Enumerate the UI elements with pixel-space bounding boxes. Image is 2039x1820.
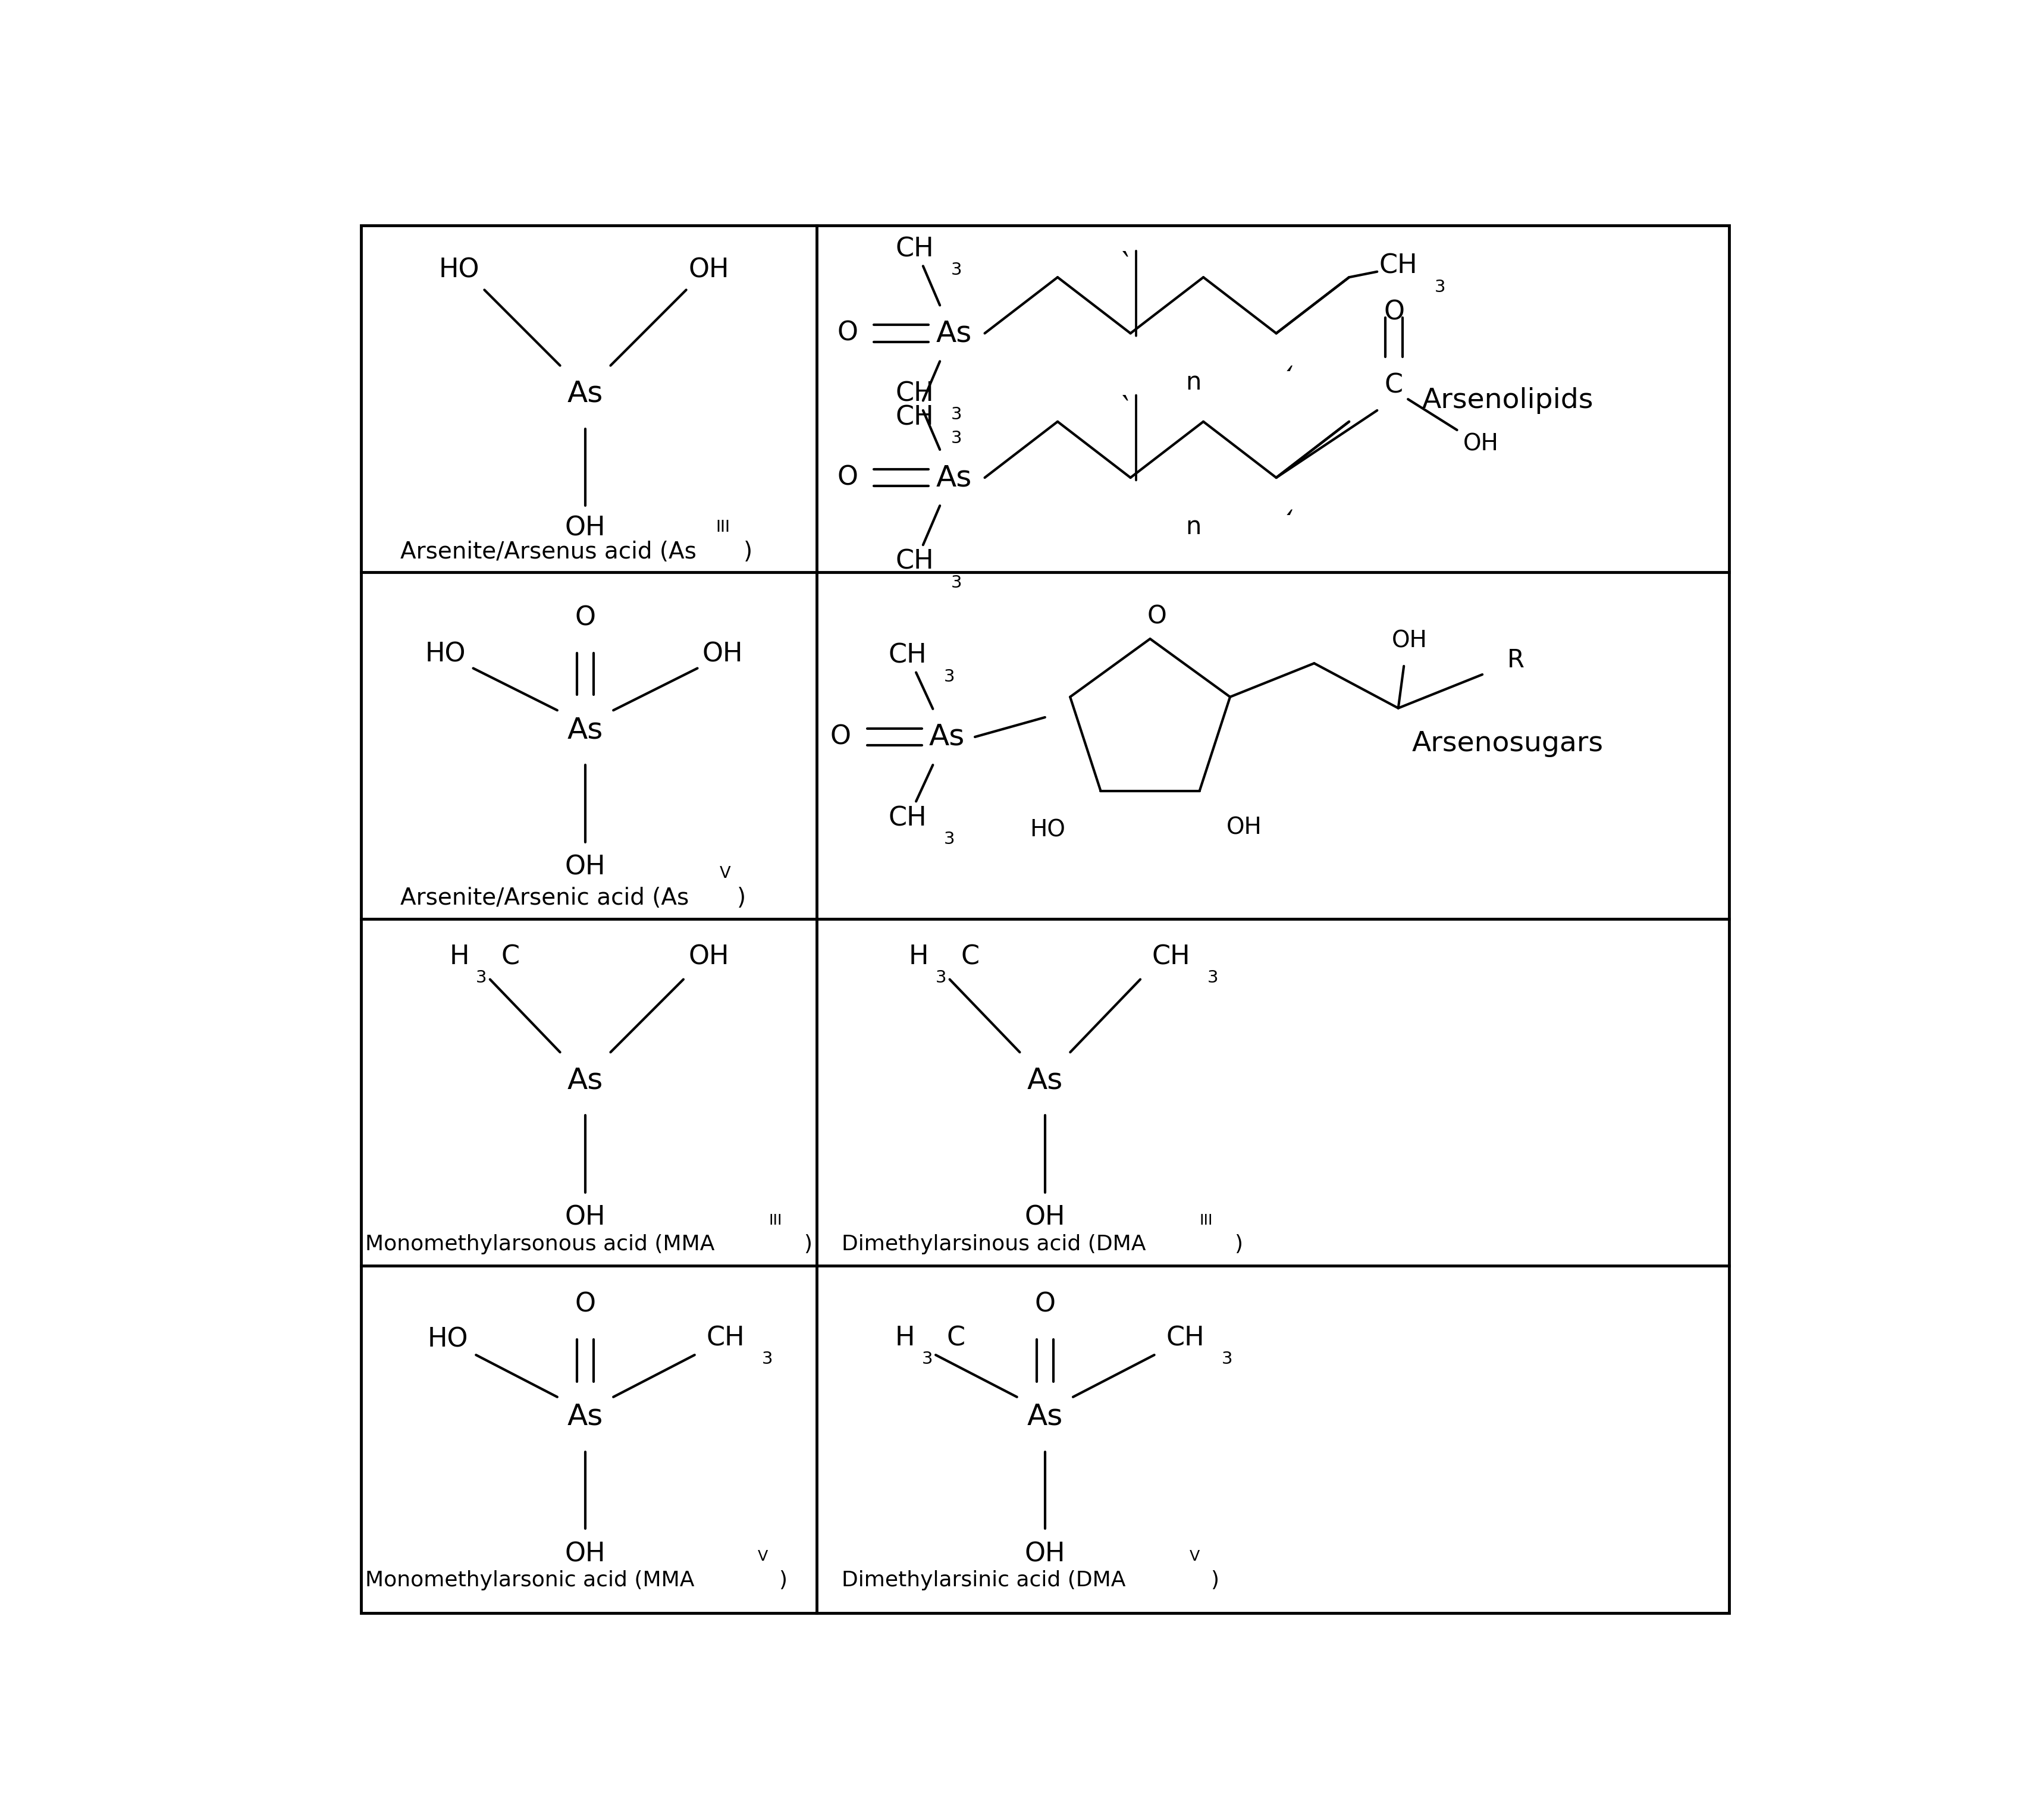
Text: n: n <box>1187 369 1201 395</box>
Text: OH: OH <box>1227 815 1262 839</box>
Text: OH: OH <box>565 1542 606 1567</box>
Text: CH: CH <box>705 1325 744 1350</box>
Text: CH: CH <box>895 404 934 430</box>
Text: OH: OH <box>701 641 742 666</box>
Text: H: H <box>449 945 469 970</box>
Text: 3: 3 <box>944 832 954 848</box>
Text: III: III <box>769 1214 783 1227</box>
Text: Arsenite/Arsenus acid (As: Arsenite/Arsenus acid (As <box>400 541 697 562</box>
Text: OH: OH <box>689 945 730 970</box>
Text: Monomethylarsonic acid (MMA: Monomethylarsonic acid (MMA <box>365 1571 695 1591</box>
Text: CH: CH <box>895 237 934 262</box>
Text: As: As <box>930 723 964 752</box>
Text: CH: CH <box>889 642 928 668</box>
Text: OH: OH <box>565 515 606 541</box>
Text: 3: 3 <box>950 575 962 592</box>
Text: O: O <box>1148 604 1166 630</box>
Text: CH: CH <box>895 550 934 575</box>
Text: ‵: ‵ <box>1121 393 1130 424</box>
Text: Arsenosugars: Arsenosugars <box>1411 730 1603 757</box>
Text: OH: OH <box>1026 1205 1064 1230</box>
Text: C: C <box>502 945 520 970</box>
Text: As: As <box>1028 1403 1062 1431</box>
Text: OH: OH <box>565 1205 606 1230</box>
Text: R: R <box>1507 648 1525 673</box>
Text: 3: 3 <box>936 970 946 986</box>
Text: 3: 3 <box>950 262 962 278</box>
Text: 3: 3 <box>922 1350 932 1367</box>
Text: C: C <box>1384 373 1403 399</box>
Text: 3: 3 <box>950 406 962 422</box>
Text: OH: OH <box>565 854 606 881</box>
Text: As: As <box>567 715 604 744</box>
Text: OH: OH <box>1393 630 1427 652</box>
Text: V: V <box>720 866 730 881</box>
Text: ): ) <box>736 886 746 910</box>
Text: V: V <box>1189 1549 1199 1563</box>
Text: ′: ′ <box>1285 340 1293 371</box>
Text: CH: CH <box>1378 253 1417 278</box>
Text: CH: CH <box>1152 945 1191 970</box>
Text: CH: CH <box>1166 1325 1205 1350</box>
Text: ): ) <box>1211 1571 1219 1591</box>
Text: 3: 3 <box>950 430 962 446</box>
Text: ‵: ‵ <box>1121 249 1130 280</box>
Text: 3: 3 <box>475 970 487 986</box>
Text: V: V <box>759 1549 769 1563</box>
Text: Dimethylarsinous acid (DMA: Dimethylarsinous acid (DMA <box>842 1234 1146 1254</box>
Text: H: H <box>909 945 930 970</box>
Text: As: As <box>1028 1067 1062 1094</box>
Text: 3: 3 <box>1435 278 1446 295</box>
Text: O: O <box>1034 1292 1056 1318</box>
Text: O: O <box>830 724 850 750</box>
Text: n: n <box>1187 515 1201 539</box>
Text: CH: CH <box>895 380 934 406</box>
Text: As: As <box>567 1403 604 1431</box>
Text: C: C <box>960 945 979 970</box>
Text: 3: 3 <box>944 668 954 684</box>
Text: 3: 3 <box>763 1350 773 1367</box>
Text: C: C <box>946 1325 964 1350</box>
Text: O: O <box>836 464 858 490</box>
Text: As: As <box>936 318 973 348</box>
Text: As: As <box>936 464 973 491</box>
Text: HO: HO <box>1030 819 1064 841</box>
Text: Dimethylarsinic acid (DMA: Dimethylarsinic acid (DMA <box>842 1571 1126 1591</box>
Text: As: As <box>567 1067 604 1094</box>
Text: ): ) <box>1234 1234 1242 1254</box>
Text: CH: CH <box>889 806 928 832</box>
Text: III: III <box>716 521 730 535</box>
Text: HO: HO <box>424 641 465 666</box>
Text: O: O <box>1384 300 1405 326</box>
Text: III: III <box>1199 1214 1213 1227</box>
Text: H: H <box>895 1325 916 1350</box>
Text: ): ) <box>803 1234 812 1254</box>
Text: Monomethylarsonous acid (MMA: Monomethylarsonous acid (MMA <box>365 1234 716 1254</box>
Text: 3: 3 <box>1221 1350 1234 1367</box>
Text: HO: HO <box>428 1327 469 1352</box>
Text: O: O <box>575 1292 595 1318</box>
Text: ): ) <box>779 1571 787 1591</box>
Text: Arsenolipids: Arsenolipids <box>1421 388 1592 413</box>
Text: Arsenite/Arsenic acid (As: Arsenite/Arsenic acid (As <box>400 886 689 910</box>
Text: 3: 3 <box>1207 970 1219 986</box>
Text: O: O <box>836 320 858 346</box>
Text: HO: HO <box>438 257 479 284</box>
Text: O: O <box>575 604 595 630</box>
Text: As: As <box>567 379 604 408</box>
Text: ): ) <box>744 541 752 562</box>
Text: ′: ′ <box>1285 484 1293 515</box>
Text: OH: OH <box>1464 433 1499 455</box>
Text: OH: OH <box>1026 1542 1064 1567</box>
Text: OH: OH <box>689 257 730 284</box>
